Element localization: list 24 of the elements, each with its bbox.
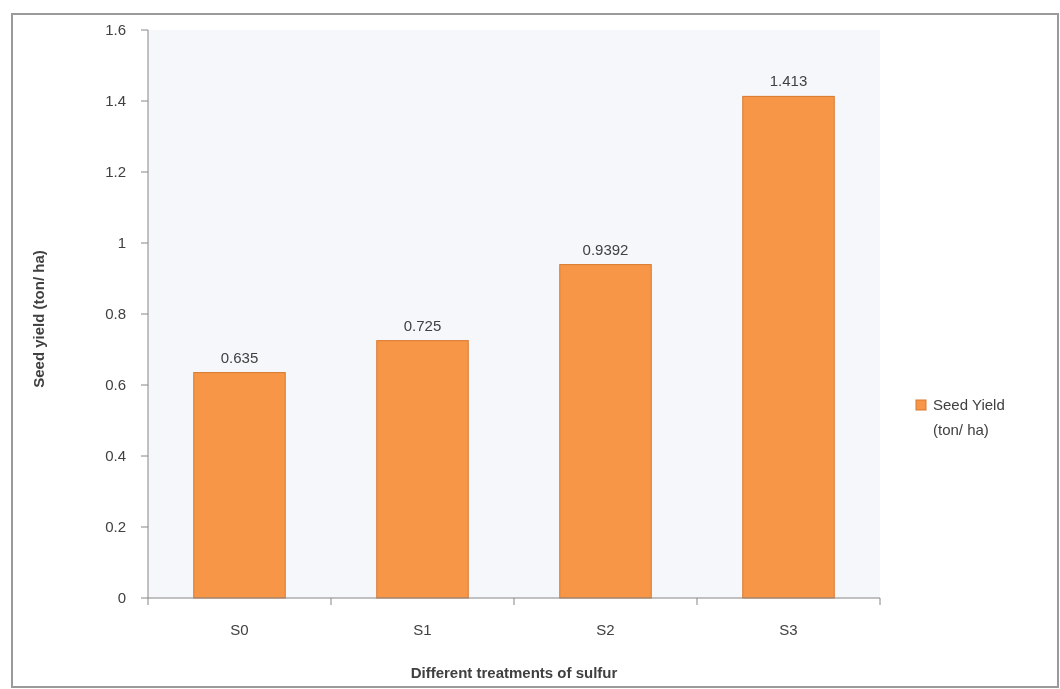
x-axis-title: Different treatments of sulfur (410, 664, 618, 681)
x-tick-label: S2 (596, 621, 615, 638)
data-label: 0.725 (403, 316, 442, 334)
y-tick-label: 1.4 (105, 92, 126, 109)
data-label: 1.413 (769, 72, 808, 90)
data-label: 0.9392 (582, 240, 629, 258)
y-tick-label: 0.4 (105, 447, 126, 464)
bar (193, 372, 286, 599)
y-axis-title: Seed yield (ton/ ha) (30, 250, 47, 388)
y-tick-label: 0.8 (105, 305, 126, 322)
legend-label: Seed Yield (ton/ ha) (933, 396, 1005, 438)
bar (376, 340, 469, 599)
y-tick-label: 1 (117, 234, 126, 251)
y-tick-label: 0.6 (105, 376, 126, 393)
y-tick-label: 1.2 (105, 163, 126, 180)
x-tick-label: S0 (230, 621, 249, 638)
x-tick-label: S3 (779, 621, 798, 638)
data-label: 0.635 (220, 348, 259, 366)
y-tick-label: 0 (117, 589, 126, 606)
bar (742, 95, 835, 599)
x-tick-label: S1 (413, 621, 432, 638)
y-tick-label: 0.2 (105, 518, 126, 535)
bar (559, 264, 652, 599)
y-tick-label: 1.6 (105, 21, 126, 38)
